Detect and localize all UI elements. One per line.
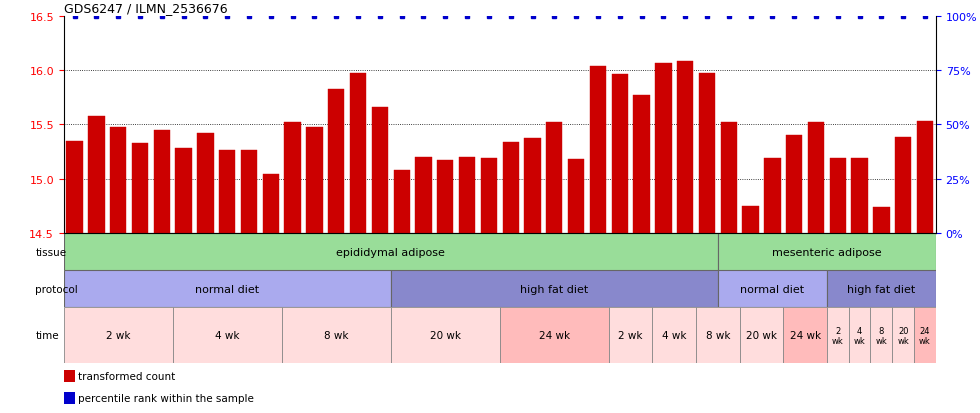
Text: 2 wk: 2 wk bbox=[106, 330, 130, 341]
Text: tissue: tissue bbox=[35, 247, 67, 257]
Bar bbox=[64, 233, 717, 271]
Text: 8 wk: 8 wk bbox=[706, 330, 730, 341]
Text: 24
wk: 24 wk bbox=[919, 326, 931, 345]
Bar bbox=[740, 308, 783, 363]
Bar bbox=[64, 392, 75, 404]
Bar bbox=[437, 161, 454, 233]
Bar bbox=[870, 308, 892, 363]
Text: 4 wk: 4 wk bbox=[662, 330, 686, 341]
Text: 24 wk: 24 wk bbox=[790, 330, 820, 341]
Bar bbox=[546, 123, 563, 233]
Text: mesenteric adipose: mesenteric adipose bbox=[772, 247, 882, 257]
Text: normal diet: normal diet bbox=[740, 284, 805, 294]
Bar bbox=[172, 308, 282, 363]
Text: 20
wk: 20 wk bbox=[898, 326, 909, 345]
Text: high fat diet: high fat diet bbox=[848, 284, 915, 294]
Text: 4
wk: 4 wk bbox=[854, 326, 865, 345]
Text: 24 wk: 24 wk bbox=[539, 330, 570, 341]
Bar bbox=[764, 159, 780, 233]
Bar bbox=[132, 143, 148, 233]
Bar bbox=[371, 108, 388, 233]
Text: high fat diet: high fat diet bbox=[520, 284, 588, 294]
Bar bbox=[609, 308, 653, 363]
Bar bbox=[284, 123, 301, 233]
Bar bbox=[328, 90, 344, 233]
Bar bbox=[633, 96, 650, 233]
Bar bbox=[350, 74, 367, 233]
Text: time: time bbox=[35, 330, 59, 341]
Bar bbox=[64, 370, 75, 382]
Text: epididymal adipose: epididymal adipose bbox=[336, 247, 445, 257]
Bar bbox=[783, 308, 827, 363]
Bar bbox=[717, 233, 936, 271]
Bar bbox=[696, 308, 740, 363]
Bar bbox=[743, 206, 759, 233]
Bar bbox=[590, 66, 606, 233]
Bar bbox=[481, 159, 497, 233]
Text: 20 wk: 20 wk bbox=[746, 330, 777, 341]
Bar bbox=[917, 122, 933, 233]
Bar bbox=[717, 271, 827, 308]
Bar bbox=[241, 151, 257, 233]
Bar bbox=[524, 139, 541, 233]
Text: protocol: protocol bbox=[35, 284, 78, 294]
Bar bbox=[67, 141, 82, 233]
Bar bbox=[656, 64, 671, 233]
Bar bbox=[786, 136, 803, 233]
Bar bbox=[64, 308, 172, 363]
Text: 8 wk: 8 wk bbox=[324, 330, 349, 341]
Text: 8
wk: 8 wk bbox=[875, 326, 887, 345]
Bar bbox=[394, 171, 410, 233]
Bar bbox=[64, 271, 391, 308]
Text: transformed count: transformed count bbox=[78, 371, 175, 381]
Bar bbox=[653, 308, 696, 363]
Bar bbox=[175, 149, 192, 233]
Bar bbox=[852, 159, 867, 233]
Bar bbox=[307, 128, 322, 233]
Text: 2
wk: 2 wk bbox=[832, 326, 844, 345]
Bar bbox=[699, 74, 715, 233]
Bar bbox=[892, 308, 914, 363]
Bar bbox=[500, 308, 609, 363]
Bar bbox=[914, 308, 936, 363]
Bar bbox=[220, 151, 235, 233]
Bar bbox=[720, 123, 737, 233]
Text: percentile rank within the sample: percentile rank within the sample bbox=[78, 393, 254, 403]
Bar bbox=[391, 271, 717, 308]
Bar bbox=[154, 131, 170, 233]
Bar bbox=[568, 160, 584, 233]
Bar bbox=[827, 308, 849, 363]
Bar bbox=[263, 175, 279, 233]
Bar bbox=[391, 308, 500, 363]
Text: GDS6247 / ILMN_2536676: GDS6247 / ILMN_2536676 bbox=[64, 2, 227, 15]
Bar bbox=[827, 271, 936, 308]
Bar bbox=[873, 207, 890, 233]
Bar bbox=[677, 62, 693, 233]
Bar bbox=[612, 75, 628, 233]
Bar bbox=[282, 308, 391, 363]
Bar bbox=[459, 157, 475, 233]
Text: normal diet: normal diet bbox=[195, 284, 260, 294]
Bar bbox=[830, 159, 846, 233]
Bar bbox=[416, 157, 431, 233]
Bar bbox=[895, 138, 911, 233]
Bar bbox=[197, 134, 214, 233]
Bar bbox=[503, 142, 518, 233]
Bar bbox=[808, 123, 824, 233]
Text: 20 wk: 20 wk bbox=[430, 330, 461, 341]
Text: 4 wk: 4 wk bbox=[215, 330, 239, 341]
Bar bbox=[849, 308, 870, 363]
Bar bbox=[110, 128, 126, 233]
Text: 2 wk: 2 wk bbox=[618, 330, 643, 341]
Bar bbox=[88, 116, 105, 233]
